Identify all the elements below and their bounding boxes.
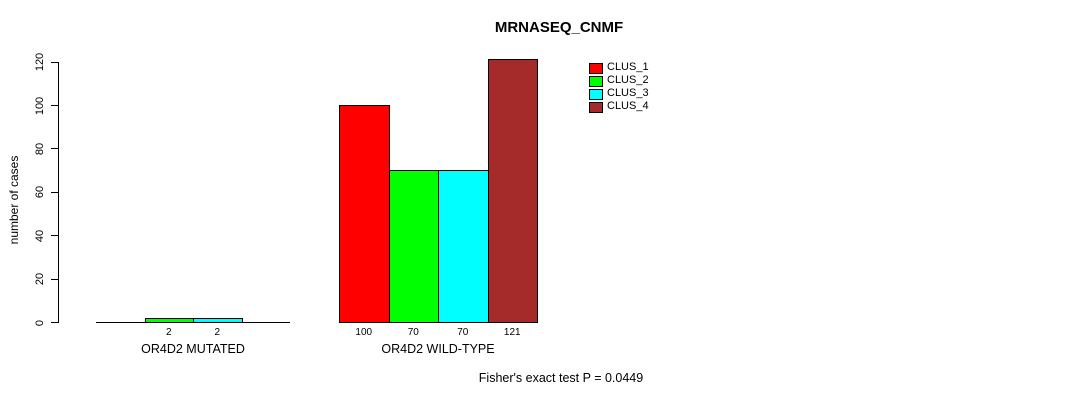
y-axis-tick xyxy=(51,148,58,150)
legend-label-clus_2: CLUS_2 xyxy=(607,74,649,86)
y-axis-tick xyxy=(51,235,58,237)
y-axis-label: number of cases xyxy=(7,155,21,245)
bar-value-label: 121 xyxy=(503,326,521,338)
y-axis-tick-label: 100 xyxy=(34,96,46,115)
bar-clus_2 xyxy=(144,317,194,323)
legend-swatch-clus_1 xyxy=(589,63,603,74)
legend-label-clus_1: CLUS_1 xyxy=(607,61,649,73)
bar-value-label: 2 xyxy=(165,326,172,338)
y-axis-tick xyxy=(51,278,58,280)
bar-clus_3 xyxy=(438,170,489,323)
bar-clus_3 xyxy=(193,317,243,323)
y-axis-tick-label: 80 xyxy=(34,142,46,156)
legend-label-clus_4: CLUS_4 xyxy=(607,100,649,112)
group-label: OR4D2 MUTATED xyxy=(141,342,245,356)
bar-value-label: 100 xyxy=(355,326,373,338)
bar-clus_1 xyxy=(339,105,390,323)
legend-swatch-clus_4 xyxy=(589,102,603,113)
group-label: OR4D2 WILD-TYPE xyxy=(381,342,495,356)
y-axis-tick-label: 40 xyxy=(34,229,46,242)
chart-title: MRNASEQ_CNMF xyxy=(494,19,624,36)
y-axis-tick-label: 120 xyxy=(34,52,46,72)
y-axis-tick xyxy=(51,322,58,323)
legend-label-clus_3: CLUS_3 xyxy=(607,87,649,99)
y-axis-tick-label: 60 xyxy=(34,186,46,199)
bar-value-label: 70 xyxy=(407,326,419,338)
bar-clus_4 xyxy=(487,59,538,323)
legend-swatch-clus_2 xyxy=(589,76,603,87)
fisher-test-annotation: Fisher's exact test P = 0.0449 xyxy=(478,371,644,385)
bar-value-label: 70 xyxy=(457,326,469,338)
y-axis-line xyxy=(58,61,59,323)
y-axis-tick xyxy=(51,191,58,193)
legend-swatch-clus_3 xyxy=(589,89,603,100)
y-axis-tick-label: 0 xyxy=(34,319,46,326)
y-axis-tick-label: 20 xyxy=(34,272,46,286)
y-axis-tick xyxy=(51,61,58,63)
bar-value-label: 2 xyxy=(214,326,221,338)
bar-clus_2 xyxy=(388,170,439,323)
y-axis-tick xyxy=(51,105,58,106)
